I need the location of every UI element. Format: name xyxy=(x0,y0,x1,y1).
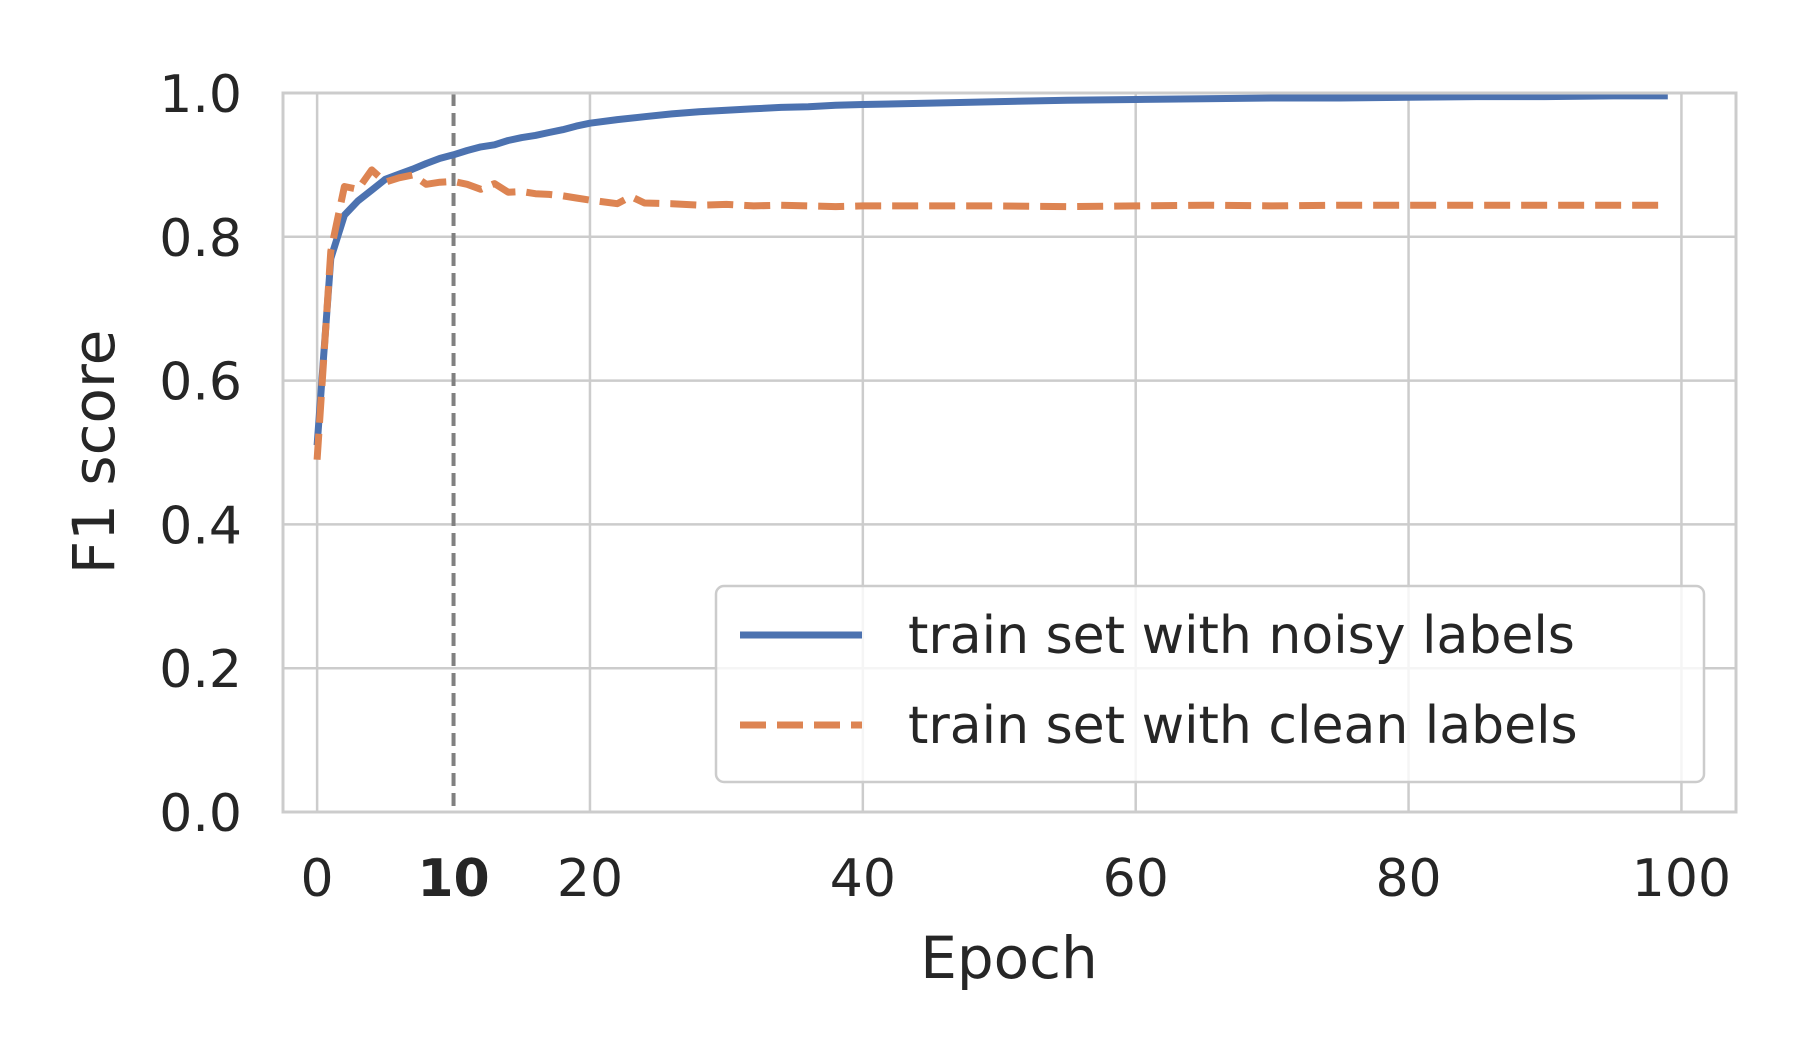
x-tick-label: 20 xyxy=(557,849,623,909)
y-tick-label: 0.4 xyxy=(159,496,242,556)
x-tick-label: 100 xyxy=(1632,849,1731,909)
x-tick-label: 40 xyxy=(830,849,896,909)
x-tick-label: 10 xyxy=(417,849,489,909)
x-tick-label: 80 xyxy=(1375,849,1441,909)
y-tick-label: 0.6 xyxy=(159,353,242,413)
plot-frame xyxy=(281,91,1738,814)
y-axis-title: F1 score xyxy=(60,330,128,575)
y-tick-label: 1.0 xyxy=(159,65,242,125)
x-tick-label: 60 xyxy=(1103,849,1169,909)
legend-label-noisy: train set with noisy labels xyxy=(908,606,1575,666)
y-tick-label: 0.0 xyxy=(159,784,242,844)
x-tick-labels: 0 10 20 40 60 80 100 xyxy=(301,849,1731,909)
legend-box xyxy=(714,584,1706,784)
series-layer xyxy=(313,92,1668,460)
series-line-0 xyxy=(313,92,1668,446)
legend: train set with noisy labels train set wi… xyxy=(714,584,1706,784)
y-tick-label: 0.2 xyxy=(159,640,242,700)
x-tick-label: 0 xyxy=(301,849,334,909)
x-axis-title: Epoch xyxy=(920,924,1098,992)
series-line-1 xyxy=(313,166,1668,460)
legend-label-clean: train set with clean labels xyxy=(908,696,1578,756)
y-tick-label: 0.8 xyxy=(159,209,242,269)
y-tick-labels: 0.0 0.2 0.4 0.6 0.8 1.0 xyxy=(159,65,242,844)
